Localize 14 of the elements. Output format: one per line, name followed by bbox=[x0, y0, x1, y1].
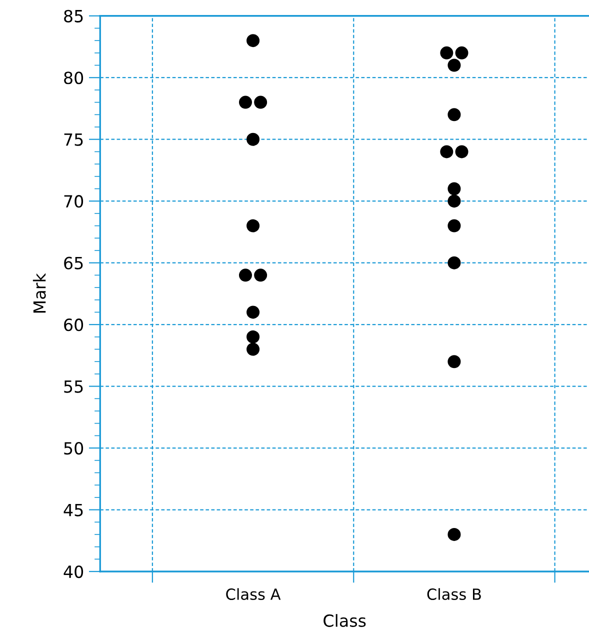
y-tick-label: 50 bbox=[64, 442, 84, 455]
x-axis-title: Class bbox=[324, 614, 366, 627]
y-tick-label: 60 bbox=[64, 318, 84, 332]
y-tick-label: 70 bbox=[64, 195, 84, 208]
y-tick-label: 55 bbox=[64, 380, 83, 393]
y-tick-label: 45 bbox=[64, 504, 83, 516]
y-tick-label: 85 bbox=[64, 10, 83, 22]
y-tick-label: 75 bbox=[64, 134, 83, 146]
y-tick-label: 65 bbox=[64, 256, 83, 270]
x-tick-label: Class B bbox=[427, 588, 481, 600]
y-tick-label: 80 bbox=[64, 72, 84, 84]
y-axis-title: Mark bbox=[32, 273, 46, 313]
y-tick-label: 40 bbox=[64, 565, 84, 578]
x-tick-label: Class A bbox=[226, 588, 281, 600]
